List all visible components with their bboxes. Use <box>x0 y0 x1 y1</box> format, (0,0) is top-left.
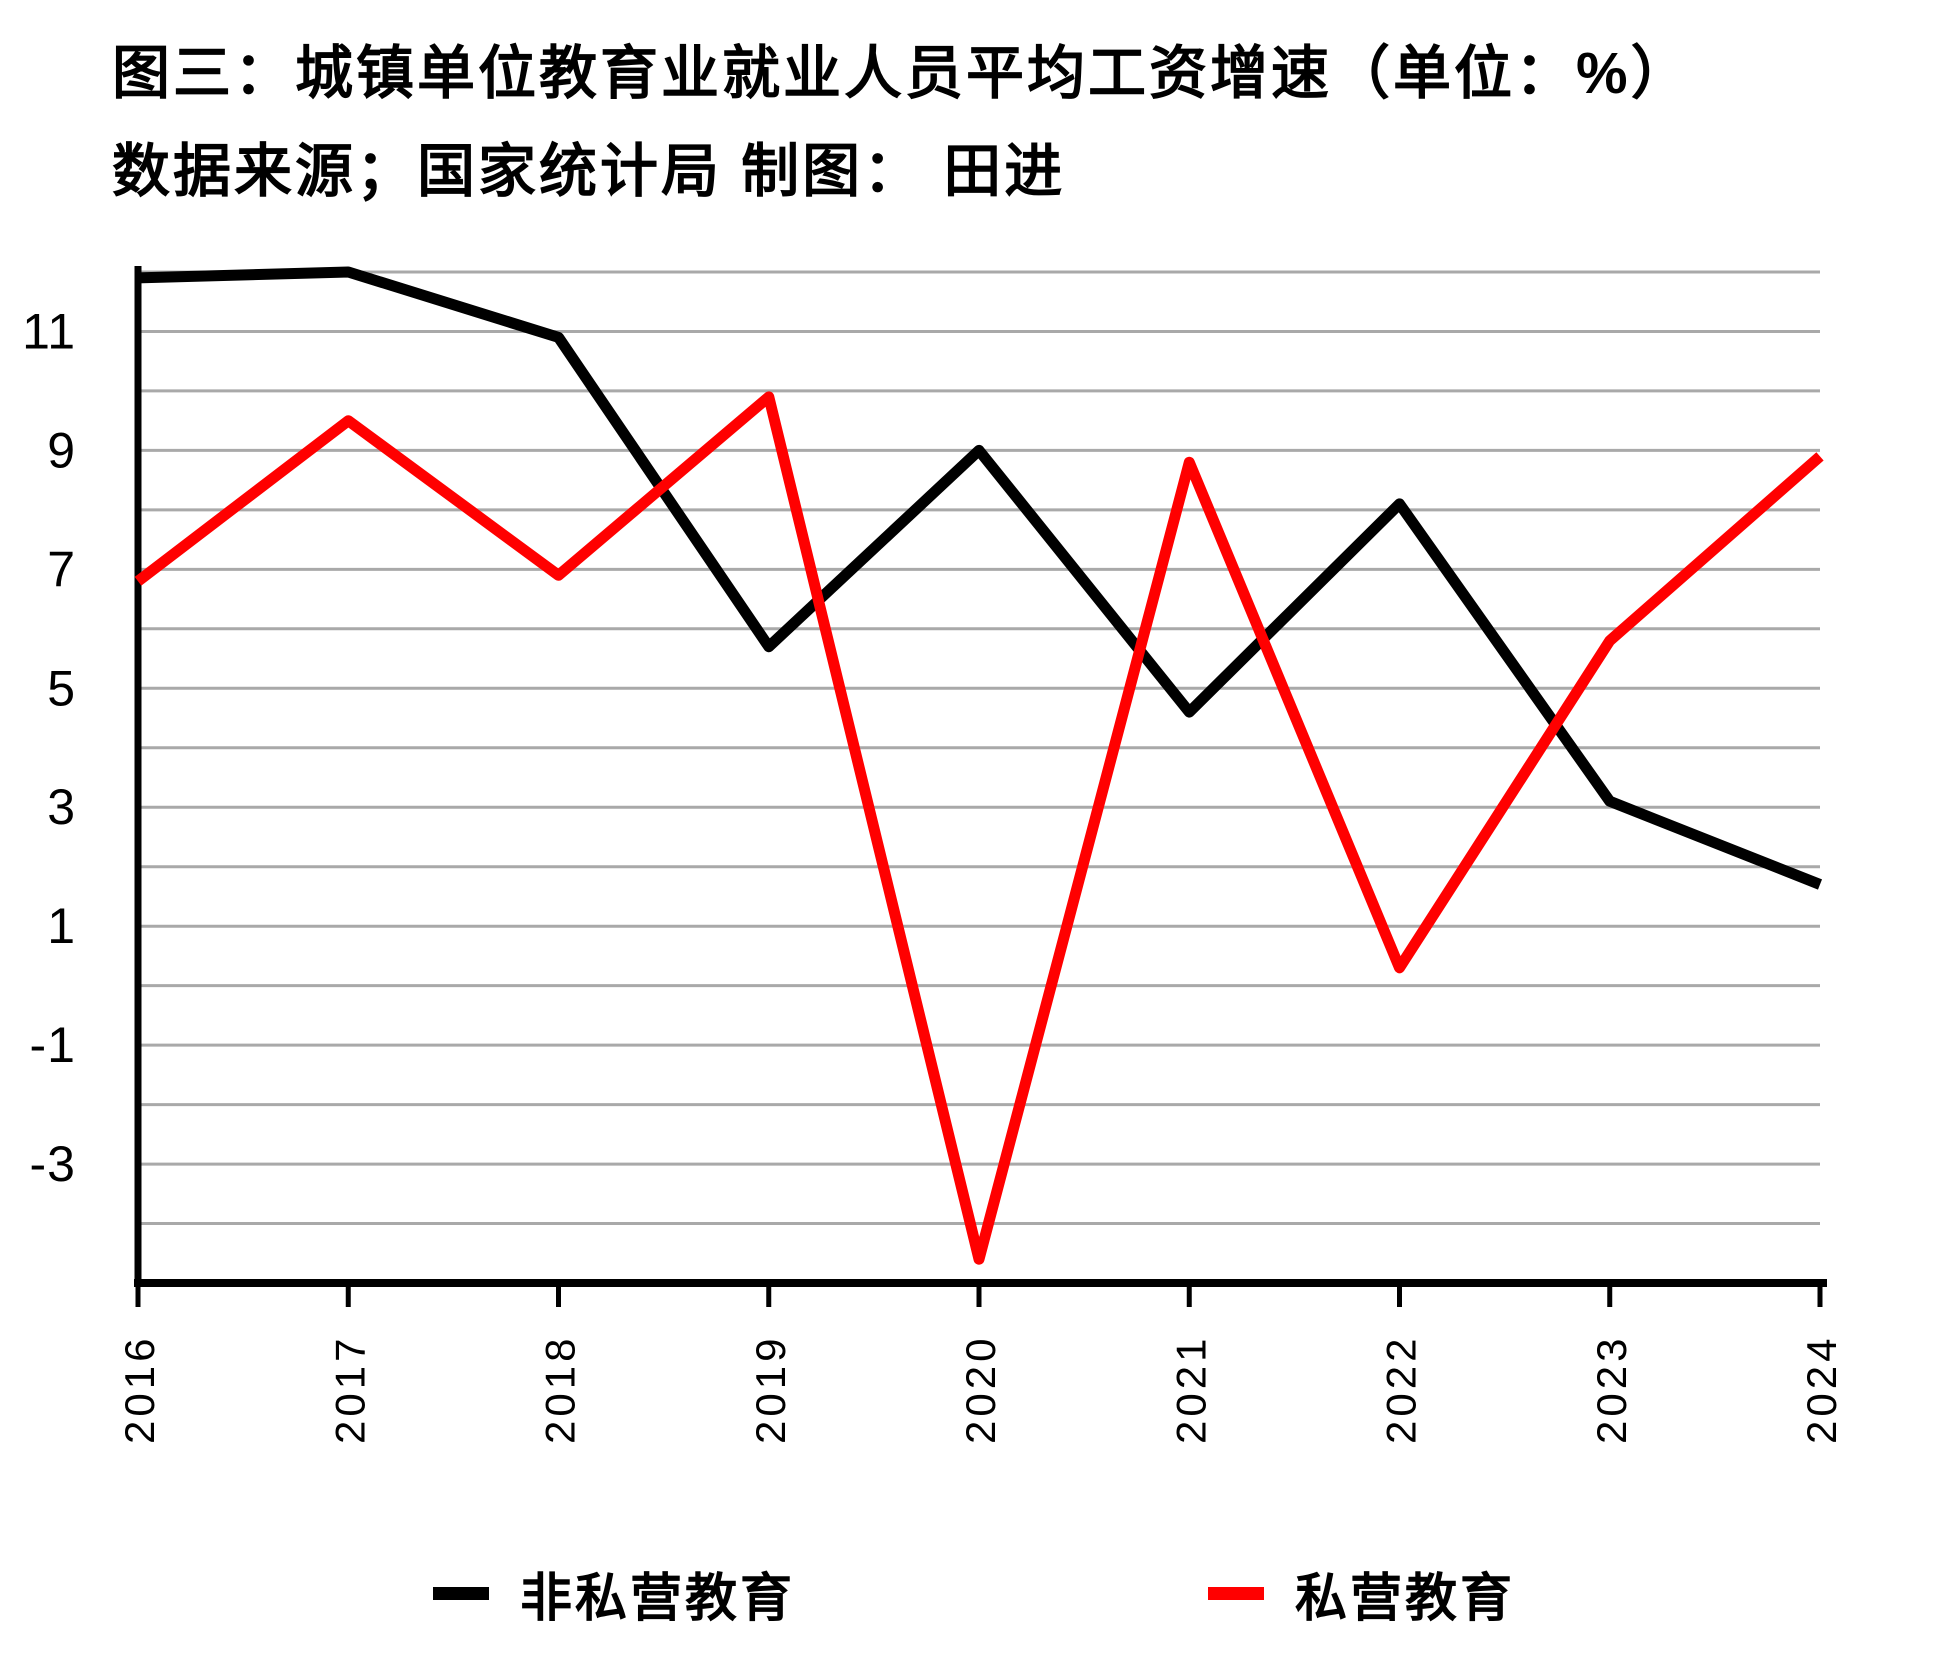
y-tick-label: -1 <box>30 1017 76 1073</box>
legend-marker-private <box>1208 1587 1264 1600</box>
legend-label-non-private: 非私营教育 <box>520 1570 796 1628</box>
x-tick-label: 2017 <box>326 1335 373 1444</box>
x-tick-label: 2019 <box>747 1335 794 1444</box>
x-tick-label: 2021 <box>1167 1335 1214 1444</box>
x-tick-label: 2020 <box>957 1335 1004 1444</box>
legend: 非私营教育 私营教育 <box>0 1548 1934 1628</box>
x-tick-label: 2016 <box>116 1335 163 1444</box>
x-tick-label: 2024 <box>1798 1335 1845 1444</box>
y-tick-label: 5 <box>47 660 76 716</box>
series-line-non-private <box>137 266 1823 890</box>
y-tick-label: 7 <box>47 541 76 597</box>
legend-label-private: 私营教育 <box>1295 1570 1516 1628</box>
x-tick-label: 2018 <box>537 1335 584 1444</box>
y-tick-label: 9 <box>47 422 76 478</box>
x-tick-label: 2023 <box>1588 1335 1635 1444</box>
y-tick-label: -3 <box>30 1136 76 1192</box>
y-tick-label: 11 <box>22 304 76 360</box>
legend-marker-non-private <box>433 1587 489 1600</box>
chart-title: 图三：城镇单位教育业就业人员平均工资增速（单位：%） <box>112 41 1692 106</box>
y-tick-label: 3 <box>47 779 76 835</box>
legend-item-non-private: 非私营教育 <box>433 1556 795 1631</box>
y-tick-label: 1 <box>47 898 76 954</box>
legend-item-private: 私营教育 <box>1208 1556 1515 1631</box>
x-tick-label: 2022 <box>1378 1335 1425 1444</box>
chart-subtitle-source: 数据来源；国家统计局 制图： 田进 <box>112 139 1066 204</box>
series-line-private <box>134 391 1824 1265</box>
